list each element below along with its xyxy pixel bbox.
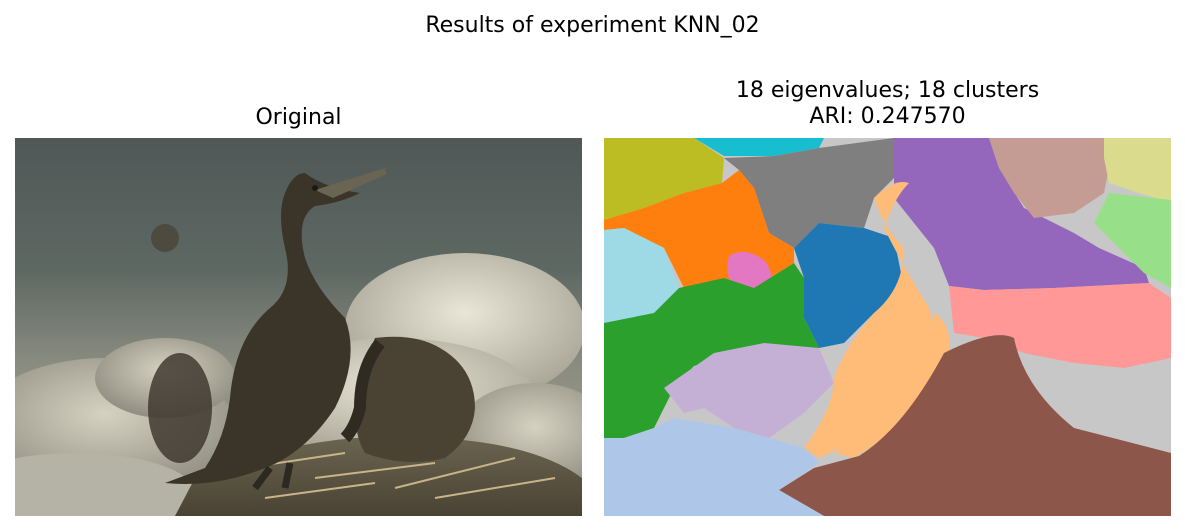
nest-twigs [244, 452, 556, 499]
cluster-region [779, 335, 1171, 516]
cluster-region [604, 263, 819, 438]
segmentation-title-line2: ARI: 0.247570 [809, 104, 966, 129]
cluster-region [1104, 138, 1171, 203]
original-panel-title: Original [255, 105, 342, 130]
original-image [15, 138, 582, 516]
cormorant-preening [356, 336, 475, 462]
rock [15, 453, 195, 516]
cluster-region [1094, 193, 1171, 288]
cluster-region [949, 283, 1171, 368]
cluster-region [894, 138, 1149, 290]
cluster-region [694, 138, 824, 156]
cluster-region [724, 138, 894, 248]
cluster-region [989, 138, 1109, 218]
cluster-region [604, 228, 679, 323]
cluster-region [664, 343, 834, 438]
original-photo [15, 138, 582, 516]
segmentation-map [604, 138, 1171, 516]
background-bird-head [151, 224, 179, 252]
cormorant-eye [312, 185, 318, 191]
cormorant-standing [165, 173, 360, 484]
cluster-region [794, 223, 904, 348]
background-bird [148, 353, 212, 463]
segmentation-image [604, 138, 1171, 516]
cluster-region [604, 418, 824, 516]
cormorant-legs [252, 462, 294, 491]
segmentation-panel-title: 18 eigenvalues; 18 clusters ARI: 0.24757… [604, 78, 1171, 130]
cormorant-beak [315, 168, 387, 198]
cluster-region [604, 138, 724, 220]
segmentation-title-line1: 18 eigenvalues; 18 clusters [735, 78, 1040, 103]
preening-neck [340, 339, 385, 443]
figure-suptitle: Results of experiment KNN_02 [425, 13, 760, 38]
